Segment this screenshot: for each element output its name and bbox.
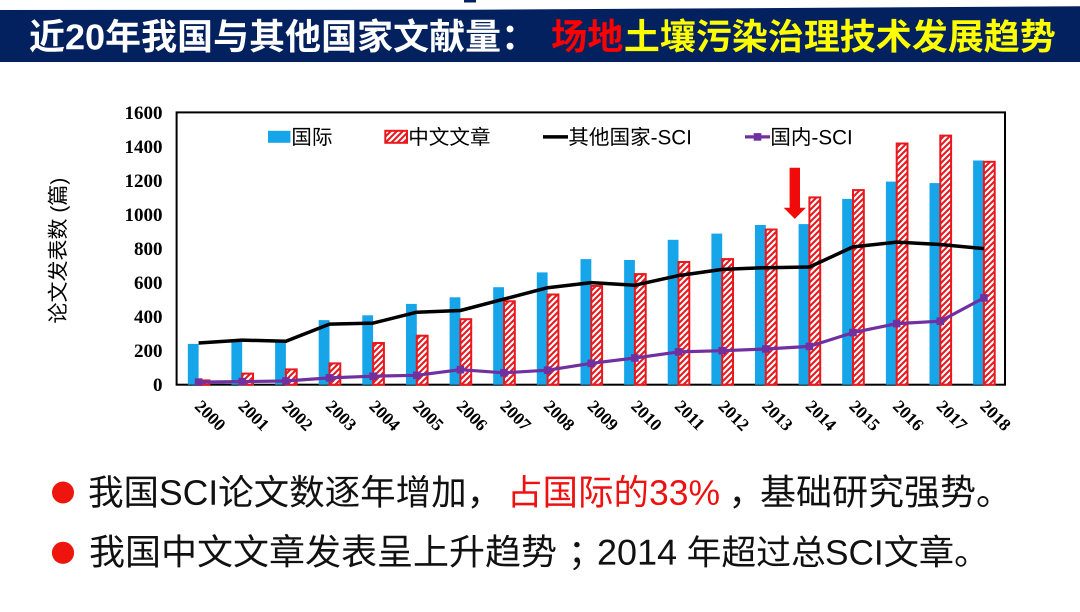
svg-text:1400: 1400 <box>125 137 163 158</box>
svg-text:400: 400 <box>134 307 163 328</box>
svg-text:200: 200 <box>134 341 163 362</box>
svg-text:600: 600 <box>134 273 163 294</box>
svg-text:1600: 1600 <box>125 103 163 124</box>
svg-text:800: 800 <box>134 239 163 260</box>
svg-text:1200: 1200 <box>125 171 163 192</box>
svg-text:1000: 1000 <box>125 205 163 226</box>
svg-text:0: 0 <box>153 375 163 396</box>
